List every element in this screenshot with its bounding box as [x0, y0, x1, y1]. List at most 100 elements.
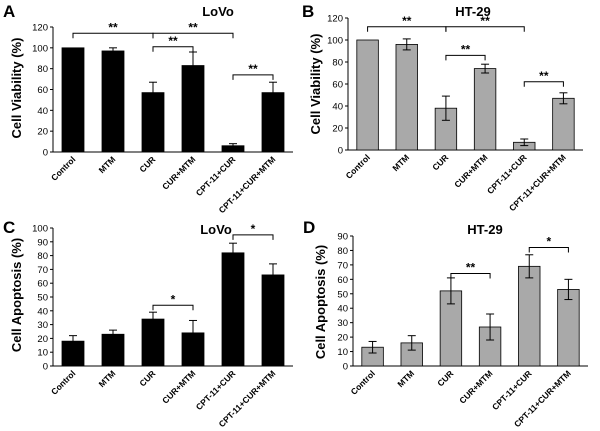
- x-tick-label: MTM: [97, 368, 118, 389]
- significance-label: **: [108, 20, 118, 34]
- y-tick-label: 20: [37, 127, 48, 138]
- x-tick-label: Control: [344, 152, 372, 180]
- x-tick-label: CUR: [137, 368, 157, 388]
- bar: [101, 50, 125, 153]
- y-axis-label: Cell Apoptosis (%): [313, 245, 328, 359]
- y-tick-label: 50: [37, 293, 48, 304]
- plot-area: 0 10 20 30 40 50 60 70 80 90 Control MTM CUR CUR+MTMC…: [337, 232, 588, 429]
- panel-label: C: [3, 218, 15, 237]
- panel-title: HT-29: [467, 222, 502, 237]
- significance-label: **: [248, 62, 258, 76]
- y-tick-label: 10: [337, 347, 348, 358]
- significance-label: **: [480, 14, 490, 28]
- significance-bracket: [445, 54, 486, 61]
- y-tick-label: 90: [37, 237, 48, 248]
- bar: [557, 289, 580, 367]
- x-tick-label: CUR+MTM: [160, 154, 197, 191]
- y-tick-label: 90: [337, 232, 348, 243]
- significance-label: **: [466, 261, 476, 275]
- plot-area: 0 10 20 30 40 50 60 70 80 90 100 Control MTM CUR CUR+M…: [32, 222, 293, 429]
- significance-label: **: [168, 34, 178, 48]
- bar: [518, 265, 541, 367]
- y-tick-label: 70: [337, 260, 348, 271]
- panel-d: D HT-29 Cell Apoptosis (%) 0 10 20 30 40 50 60…: [303, 218, 588, 429]
- y-tick-label: 120: [327, 14, 343, 25]
- bar: [552, 97, 575, 151]
- panel-title: LoVo: [202, 4, 234, 19]
- bar: [356, 39, 379, 151]
- significance-bracket: [152, 46, 194, 52]
- bar: [473, 68, 497, 151]
- bar: [61, 47, 85, 153]
- bar: [261, 274, 285, 367]
- y-tick-label: 20: [332, 124, 343, 135]
- y-tick-label: 40: [37, 306, 48, 317]
- x-tick-label: CUR: [137, 154, 157, 174]
- plot-area: 0 20 40 60 80 100 120 Control MTM CUR CUR+MTMCPT-1…: [32, 20, 293, 215]
- x-tick-label: CUR+MTM: [452, 152, 489, 189]
- significance-bracket: [232, 74, 274, 80]
- x-tick-label: CUR+MTM: [457, 368, 494, 405]
- y-tick-label: 30: [37, 320, 48, 331]
- x-tick-label: Control: [349, 368, 377, 396]
- y-tick-label: 10: [37, 348, 48, 359]
- y-tick-label: 60: [37, 85, 48, 96]
- y-tick-label: 80: [337, 246, 348, 257]
- panel-label: D: [303, 218, 315, 237]
- y-axis-label: Cell Viability (%): [9, 38, 24, 139]
- y-tick-label: 20: [337, 333, 348, 344]
- significance-bracket: [152, 32, 234, 39]
- significance-bracket: [445, 26, 525, 32]
- y-tick-label: 80: [37, 64, 48, 75]
- bar: [101, 333, 125, 367]
- panel-title: HT-29: [455, 4, 490, 19]
- x-tick-label: Control: [49, 154, 77, 182]
- significance-label: **: [461, 42, 471, 56]
- significance-label: *: [546, 235, 551, 249]
- y-tick-label: 80: [37, 251, 48, 262]
- significance-bracket: [450, 273, 491, 279]
- significance-bracket: [152, 304, 194, 311]
- y-tick-label: 30: [337, 318, 348, 329]
- y-tick-label: 120: [32, 23, 48, 34]
- x-tick-label: CPT-11+CUR: [490, 368, 534, 412]
- x-tick-label: CUR: [435, 368, 455, 388]
- x-tick-label: CPT-11+CUR: [485, 152, 529, 196]
- y-tick-label: 0: [43, 148, 48, 159]
- y-tick-label: 100: [327, 36, 343, 47]
- significance-label: **: [402, 14, 412, 28]
- x-tick-label: CPT-11+CUR: [194, 368, 238, 412]
- y-tick-label: 20: [37, 334, 48, 345]
- panel-c: C LoVo Cell Apoptosis (%) 0 10 20 30 40 50 60 7…: [3, 218, 293, 429]
- x-tick-label: MTM: [395, 368, 416, 389]
- x-tick-label: MTM: [390, 152, 411, 173]
- panel-label: A: [3, 2, 15, 21]
- plot-area: 0 20 40 60 80 100 120 Control MTM CUR CUR+MTMCPT-1…: [327, 14, 583, 213]
- significance-bracket: [523, 81, 564, 87]
- y-tick-label: 100: [32, 224, 48, 235]
- y-axis-label: Cell Apoptosis (%): [9, 238, 24, 352]
- y-tick-label: 50: [337, 289, 348, 300]
- x-tick-label: Control: [49, 368, 77, 396]
- significance-label: **: [188, 20, 198, 34]
- panel-label: B: [302, 2, 314, 21]
- significance-label: *: [171, 292, 176, 306]
- y-tick-label: 70: [37, 265, 48, 276]
- y-tick-label: 60: [337, 275, 348, 286]
- panel-a: A LoVo Cell Viability (%) 0 20 40 60 80 100 12…: [3, 2, 293, 215]
- significance-label: **: [539, 69, 549, 83]
- y-tick-label: 80: [332, 58, 343, 69]
- bar: [221, 252, 245, 367]
- x-tick-label: CPT-11+CUR: [194, 154, 238, 198]
- bar: [395, 44, 418, 151]
- x-tick-label: MTM: [97, 154, 118, 175]
- significance-bracket: [232, 234, 274, 240]
- y-tick-label: 60: [332, 80, 343, 91]
- y-tick-label: 0: [43, 362, 48, 373]
- panel-b: B HT-29 Cell Viability (%) 0 20 40 60 80 100 1…: [302, 2, 583, 213]
- y-tick-label: 0: [343, 362, 348, 373]
- y-axis-label: Cell Viability (%): [308, 34, 323, 135]
- x-tick-label: CUR+MTM: [160, 368, 197, 405]
- y-tick-label: 40: [332, 102, 343, 113]
